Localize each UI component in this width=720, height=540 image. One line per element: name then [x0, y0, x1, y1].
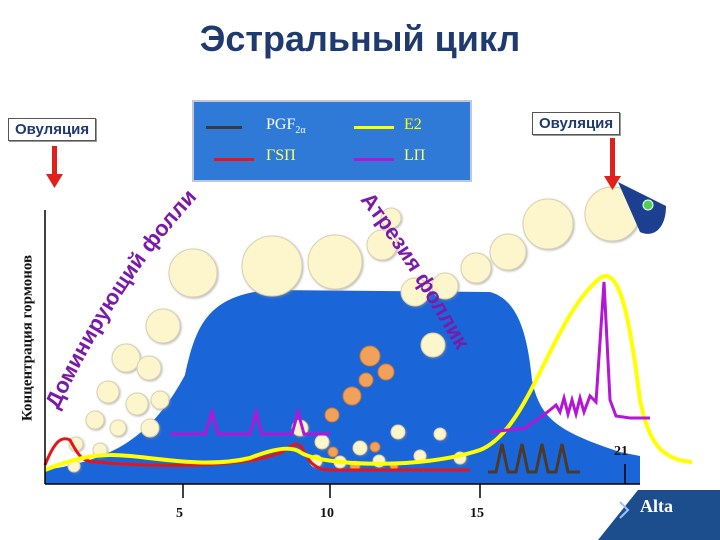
follicle: [125, 392, 149, 416]
legend-pgf-line: [206, 126, 242, 129]
x-tick-label: 15: [470, 506, 484, 521]
follicle: [168, 248, 218, 298]
y-axis-label: Концентрация гормонов: [19, 254, 36, 422]
follicle: [400, 277, 430, 307]
ovulation-arrow-left: [46, 146, 63, 188]
follicle: [145, 308, 181, 344]
follicle: [140, 418, 160, 438]
follicle-group: [67, 186, 640, 473]
follicle: [433, 427, 447, 441]
fsh-curve: [43, 437, 470, 472]
legend-pgf-label: PGF2α: [266, 116, 306, 137]
follicle: [489, 233, 527, 271]
follicle: [420, 332, 446, 358]
lh-curve: [170, 281, 650, 436]
ovulation-label-left: Овуляция: [8, 118, 97, 141]
logo: Alta: [640, 496, 673, 516]
legend-e2-label: E2: [404, 116, 422, 133]
legend-e2-line: [354, 126, 394, 129]
corpus-luteum: [342, 386, 362, 406]
ovulating-follicle: [618, 182, 666, 234]
follicle: [522, 198, 574, 250]
x-tick-label: 10: [320, 506, 334, 521]
page-title: Эстральный цикл: [199, 18, 521, 59]
e2-curve: [44, 274, 693, 472]
follicle: [109, 419, 127, 437]
follicle: [380, 207, 402, 229]
legend: PGF2α E2 ГSП LП: [192, 100, 472, 182]
legend-lh-label: LП: [404, 147, 426, 164]
x-tick-label: 5: [176, 506, 183, 521]
pgf-curve: [488, 443, 580, 474]
corpus-luteum: [369, 441, 381, 453]
follicle: [314, 434, 330, 450]
follicle: [241, 235, 303, 297]
corpus-luteum: [359, 345, 381, 367]
ovulation-arrow-right: [604, 138, 621, 190]
follicle: [136, 355, 162, 381]
follicle: [307, 234, 363, 290]
legend-fsh-label: ГSП: [266, 147, 296, 164]
logo-background: [598, 490, 720, 540]
ovulation-label-right: Овуляция: [532, 112, 621, 135]
follicle: [111, 343, 141, 373]
day-marker: 21: [614, 444, 628, 459]
follicle: [431, 272, 459, 300]
follicle: [460, 252, 492, 284]
legend-lh-line: [354, 158, 394, 161]
corpus-luteum: [377, 363, 395, 381]
follicle: [390, 424, 406, 440]
follicle: [96, 380, 120, 404]
follicle: [85, 410, 105, 430]
legend-fsh-line: [214, 158, 254, 161]
corpus-luteum: [358, 372, 374, 388]
follicle: [352, 440, 368, 456]
corpus-luteum: [327, 446, 339, 458]
corpus-luteum: [324, 407, 340, 423]
follicle: [366, 229, 398, 261]
follicle: [150, 390, 170, 410]
